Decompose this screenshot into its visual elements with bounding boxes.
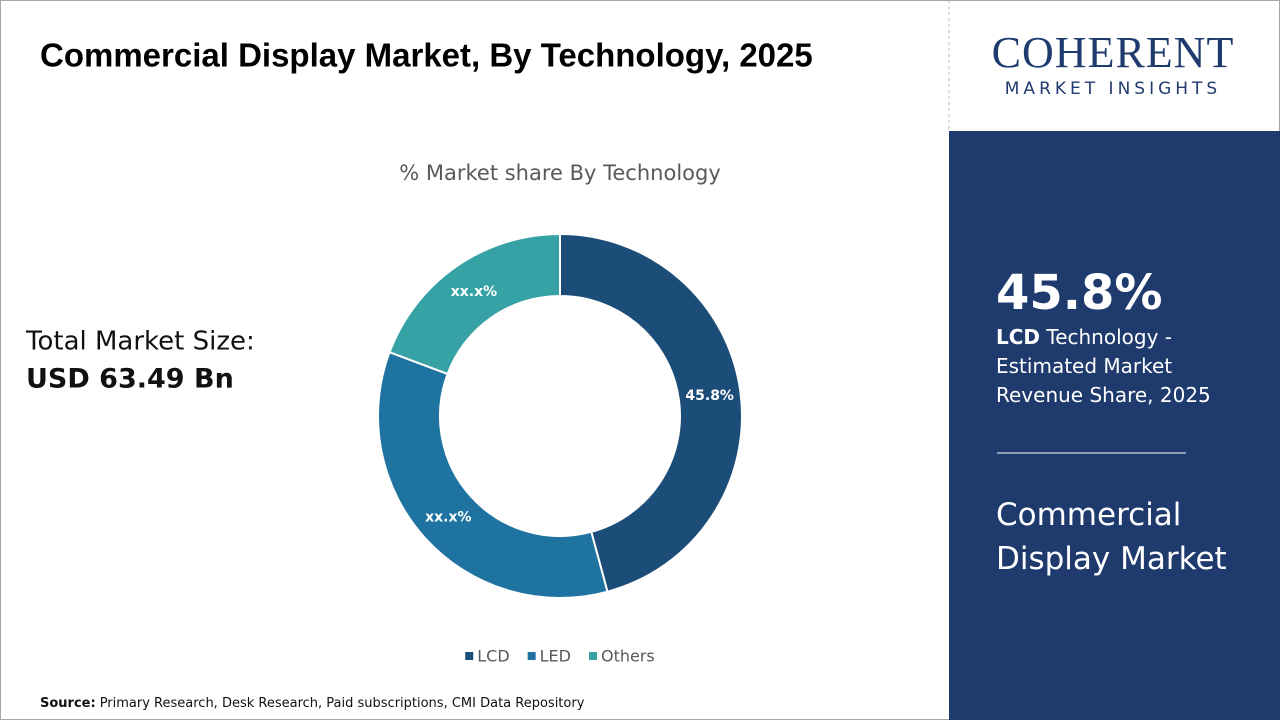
logo-tagline: MARKET INSIGHTS — [1005, 79, 1221, 99]
chart-title: % Market share By Technology — [399, 161, 721, 185]
highlight-value: 45.8% — [996, 265, 1163, 321]
donut-segment — [377, 350, 609, 599]
highlight-desc: Technology - — [1040, 325, 1172, 349]
donut-segment — [388, 232, 561, 376]
highlight-desc-line: Estimated Market — [996, 354, 1172, 378]
legend: LCD LED Others — [465, 647, 655, 666]
market-name-line: Commercial — [996, 497, 1181, 533]
donut-chart: 45.8% xx.x% xx.x% — [377, 232, 743, 599]
legend-label: LCD — [477, 647, 509, 666]
logo-name: COHERENT — [992, 28, 1235, 77]
source-text: Primary Research, Desk Research, Paid su… — [100, 696, 585, 711]
data-label: xx.x% — [425, 510, 471, 526]
market-size-label: Total Market Size: — [25, 327, 255, 357]
market-name: Commercial Display Market — [996, 497, 1227, 577]
data-label: 45.8% — [685, 388, 734, 404]
page-title: Commercial Display Market, By Technology… — [40, 37, 813, 74]
source-label: Source: — [40, 696, 96, 711]
side-panel — [949, 131, 1280, 720]
legend-label: Others — [601, 647, 655, 666]
legend-swatch — [588, 652, 597, 660]
legend-label: LED — [540, 647, 571, 666]
highlight-text: LCD Technology - Estimated Market Revenue … — [996, 325, 1211, 407]
source: Source: Primary Research, Desk Research, … — [40, 696, 585, 711]
legend-swatch — [527, 652, 536, 660]
donut-segment — [559, 232, 743, 593]
market-name-line: Display Market — [996, 541, 1227, 577]
market-size-value: USD 63.49 Bn — [26, 364, 234, 395]
legend-swatch — [465, 652, 474, 660]
highlight-segment: LCD — [996, 325, 1040, 349]
highlight-desc-line: Revenue Share, 2025 — [996, 383, 1211, 407]
data-label: xx.x% — [451, 284, 497, 300]
